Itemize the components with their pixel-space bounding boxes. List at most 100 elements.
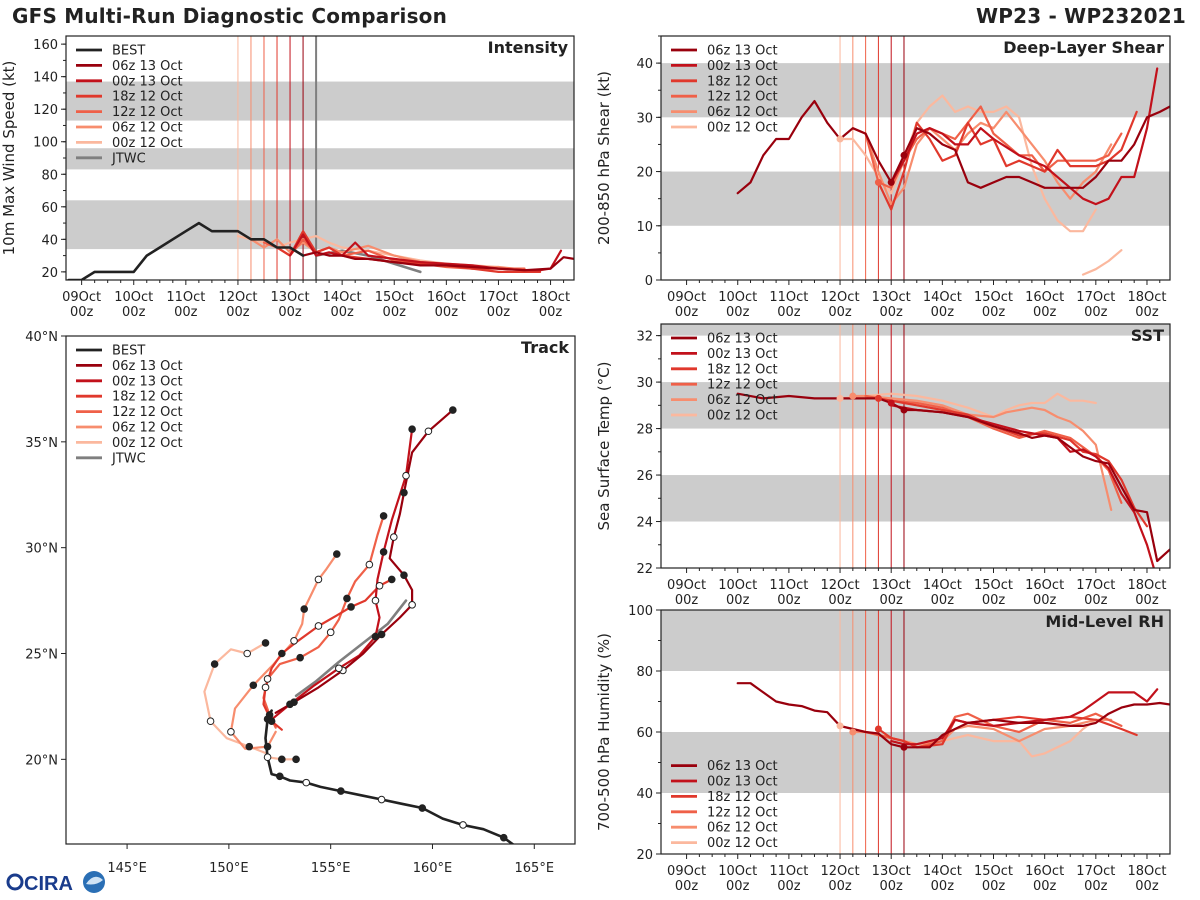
x-tick-label: 09Oct 00z [667, 864, 706, 894]
y-tick-label: 35°N [25, 436, 58, 451]
x-tick-label: 160°E [413, 861, 453, 876]
init-marker-06z-12-oct [849, 392, 857, 400]
x-tick-label: 13Oct 00z [271, 290, 310, 320]
legend-label: JTWC [111, 451, 146, 466]
legend-label: 00z 12 Oct [707, 836, 778, 851]
track-point-00z [387, 575, 396, 584]
track-point-12h [326, 628, 335, 637]
plot-area-track [203, 406, 515, 844]
x-tick-label: 12Oct 00z [821, 290, 860, 320]
shaded-band [661, 732, 1170, 793]
y-tick-label: 40°N [25, 330, 58, 345]
series-line-00z-12-oct [1081, 249, 1123, 276]
track-point-00z [332, 550, 341, 558]
y-tick-label: 26 [636, 469, 653, 484]
y-axis-label: Sea Surface Temp (°C) [595, 361, 613, 530]
series-line-00z-13-oct [268, 428, 414, 723]
y-tick-label: 40 [636, 57, 653, 72]
shaded-band [661, 63, 1170, 118]
x-tick-label: 17Oct 00z [1076, 864, 1115, 894]
x-tick-label: 15Oct 00z [974, 864, 1013, 894]
x-tick-label: 18Oct 00z [1127, 864, 1166, 894]
x-tick-label: 09Oct 00z [62, 290, 101, 320]
x-tick-label: 10Oct 00z [114, 290, 153, 320]
track-point-12h [263, 753, 272, 762]
y-tick-label: 10 [636, 220, 653, 235]
legend-label: JTWC [111, 151, 146, 166]
track-point-12h [206, 717, 215, 726]
legend-label: 06z 12 Oct [707, 821, 778, 836]
panel-shear: 0 10 20 30 40 09Oct 00z 10Oct 00z 11Oct 00z 12Oct 00… [595, 35, 1171, 320]
track-point-12h [459, 821, 467, 829]
series-line-00z-12-oct [838, 392, 1097, 419]
track-point-12h [243, 649, 252, 658]
panel-track: 20°N 25°N 30°N 35°N 40°N 145°E 150°E 155°E 160°E… [25, 330, 576, 876]
x-tick-label: 150°E [209, 861, 249, 876]
series-line-06z-12-oct [851, 394, 1113, 511]
track-point-12h [408, 601, 416, 609]
track-point-12h [377, 795, 386, 804]
legend-label: 00z 12 Oct [707, 121, 778, 136]
init-marker-06z-13-oct [900, 151, 908, 159]
x-tick-label: 12Oct 00z [821, 578, 860, 608]
y-tick-label: 40 [41, 233, 58, 248]
legend-label: 06z 13 Oct [707, 332, 778, 347]
y-tick-label: 160 [33, 38, 58, 53]
track-point-00z [261, 639, 270, 647]
storm-id: WP23 - WP232021 [976, 4, 1186, 28]
x-tick-label: 15Oct 00z [974, 578, 1013, 608]
track-point-00z [418, 804, 427, 812]
x-tick-label: 09Oct 00z [667, 290, 706, 320]
track-point-00z [371, 632, 380, 641]
x-tick-label: 10Oct 00z [718, 864, 757, 894]
legend-label: 12z 12 Oct [707, 378, 778, 393]
y-tick-label: 80 [41, 168, 58, 183]
x-tick-label: 10Oct 00z [718, 578, 757, 608]
x-tick-label: 13Oct 00z [872, 578, 911, 608]
track-point-00z [343, 594, 351, 603]
track-point-00z [292, 755, 300, 764]
x-tick-label: 15Oct 00z [375, 290, 414, 320]
init-marker-00z-12-oct [836, 722, 844, 730]
x-tick-label: 155°E [311, 861, 351, 876]
track-point-00z [267, 717, 276, 726]
y-tick-label: 25°N [25, 648, 58, 663]
x-tick-label: 145°E [107, 861, 147, 876]
plot-area-intensity [66, 36, 574, 280]
legend-label: BEST [112, 44, 145, 59]
y-tick-label: 0 [645, 274, 653, 289]
y-tick-label: 28 [636, 423, 653, 438]
y-tick-label: 100 [33, 136, 58, 151]
y-tick-label: 32 [636, 330, 653, 345]
shaded-band [661, 475, 1170, 522]
series-line-best [67, 221, 305, 280]
track-point-00z [499, 833, 508, 842]
legend-label: 06z 13 Oct [707, 759, 778, 774]
series-line-06z-13-oct [274, 409, 454, 714]
legend-label: 00z 12 Oct [112, 136, 183, 151]
track-point-00z [400, 571, 408, 579]
track-point-12h [227, 728, 235, 736]
y-axis-label: 700-500 hPa Humidity (%) [595, 633, 613, 831]
shaded-band [66, 200, 574, 250]
y-tick-label: 20 [41, 266, 58, 281]
shaded-band [661, 610, 1170, 671]
init-marker-06z-13-oct [900, 743, 908, 751]
series-line-00z-13-oct [890, 688, 1159, 746]
track-point-12h [389, 533, 398, 541]
figure-title: GFS Multi-Run Diagnostic Comparison [12, 4, 448, 28]
track-point-00z [300, 605, 309, 613]
legend-label: 06z 13 Oct [112, 59, 183, 74]
panel-rh: 20 40 60 80 100 09Oct 00z 10Oct 00z 11Oct 00z 12Oct… [595, 604, 1171, 894]
x-tick-label: 14Oct 00z [923, 578, 962, 608]
x-tick-label: 165°E [515, 861, 555, 876]
track-point-12h [290, 637, 298, 645]
y-tick-label: 24 [636, 516, 653, 531]
plot-frame-track [65, 335, 576, 845]
series-line-06z-13-oct [736, 682, 1170, 749]
x-tick-label: 16Oct 00z [427, 290, 466, 320]
series-line-18z-12-oct [877, 110, 1138, 211]
